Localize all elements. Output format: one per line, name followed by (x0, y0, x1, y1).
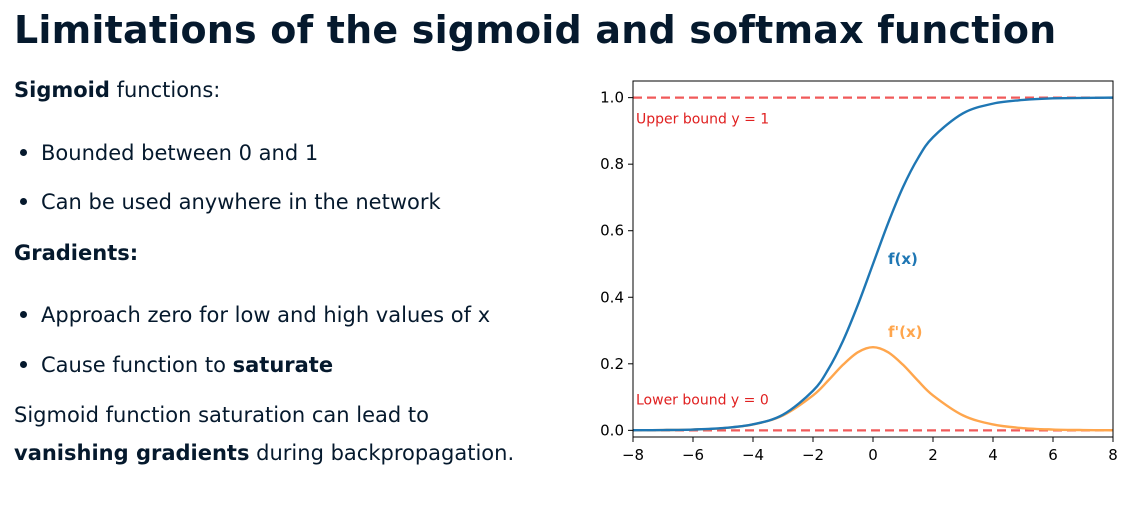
x-tick-label: 2 (928, 446, 938, 464)
x-tick-label: −4 (742, 446, 764, 464)
bullet-dot (20, 311, 27, 318)
x-tick-label: 4 (988, 446, 998, 464)
gradient-bullet-2-bold: saturate (232, 353, 334, 377)
conclusion-rest: during backpropagation. (249, 441, 515, 465)
y-tick-label: 0.8 (600, 155, 624, 173)
sigmoid-heading-rest: functions: (109, 78, 221, 102)
series-label-derivative: f'(x) (888, 323, 923, 341)
y-tick-label: 0.4 (600, 288, 624, 306)
conclusion-bold: vanishing gradients (14, 441, 250, 465)
sigmoid-bullet-1: Bounded between 0 and 1 (14, 141, 318, 165)
bullet-dot (20, 361, 27, 368)
sigmoid-heading: Sigmoid functions: (14, 78, 220, 102)
x-tick-label: 6 (1048, 446, 1058, 464)
upper-bound-label: Upper bound y = 1 (636, 112, 769, 128)
x-tick-label: −8 (622, 446, 644, 464)
sigmoid-bullet-1-text: Bounded between 0 and 1 (41, 141, 319, 165)
plot-frame (632, 80, 1114, 438)
gradients-heading: Gradients: (14, 241, 139, 265)
y-tick-label: 0.0 (600, 421, 624, 439)
x-tick-label: −2 (802, 446, 824, 464)
conclusion-line-1: Sigmoid function saturation can lead to (14, 403, 429, 427)
gradient-bullet-2: Cause function to saturate (14, 353, 333, 377)
y-tick-label: 0.2 (600, 355, 624, 373)
series-line-sigmoid (632, 96, 1114, 432)
sigmoid-bullet-2-text: Can be used anywhere in the network (41, 190, 441, 214)
gradient-bullet-2-pre: Cause function to (41, 353, 233, 377)
y-tick-label: 0.6 (600, 222, 624, 240)
gradient-bullet-1: Approach zero for low and high values of… (14, 303, 490, 327)
gradient-bullet-1-text: Approach zero for low and high values of… (41, 303, 491, 327)
chart-root: −8 −6 −4 −2 0 2 4 6 8 0.0 0.2 0.4 0.6 0.8 1.0 Upper bou… (600, 80, 1118, 464)
y-tick-label: 1.0 (600, 89, 624, 107)
bullet-dot (20, 149, 27, 156)
lower-bound-label: Lower bound y = 0 (636, 392, 769, 408)
slide-title: Limitations of the sigmoid and softmax f… (14, 8, 1057, 52)
x-tick-label: 8 (1108, 446, 1118, 464)
bullet-dot (20, 198, 27, 205)
series-label-sigmoid: f(x) (888, 250, 918, 268)
series-line-derivative (632, 345, 1114, 432)
x-tick-label: −6 (682, 446, 704, 464)
x-tick-label: 0 (868, 446, 878, 464)
sigmoid-bullet-2: Can be used anywhere in the network (14, 190, 441, 214)
sigmoid-chart: −8 −6 −4 −2 0 2 4 6 8 0.0 0.2 0.4 0.6 0.8 1.0 Upper bou… (600, 80, 1118, 464)
sigmoid-heading-bold: Sigmoid (14, 78, 110, 102)
conclusion-line-2: vanishing gradients during backpropagati… (14, 441, 514, 465)
